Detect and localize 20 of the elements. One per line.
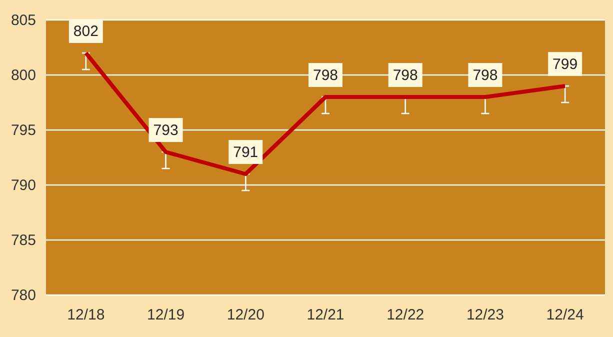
data-label: 798 [392,67,418,84]
data-label: 793 [153,122,178,139]
y-tick-label: 790 [10,176,36,194]
data-label: 798 [312,67,338,84]
y-tick-label: 780 [10,286,36,304]
y-tick-label: 785 [10,232,36,249]
x-tick-label: 12/24 [546,306,584,324]
x-tick-label: 12/22 [386,306,424,324]
y-tick-label: 805 [10,12,36,29]
data-label: 799 [552,56,578,73]
x-tick-label: 12/23 [466,306,504,324]
data-label: 798 [472,67,498,84]
x-tick-label: 12/21 [306,306,344,324]
y-tick-label: 795 [10,122,36,139]
x-tick-label: 12/19 [147,306,185,324]
x-tick-label: 12/18 [67,306,105,324]
data-label: 802 [73,23,98,40]
data-label: 791 [233,144,258,161]
y-tick-label: 800 [10,66,36,84]
x-tick-label: 12/20 [226,306,264,324]
